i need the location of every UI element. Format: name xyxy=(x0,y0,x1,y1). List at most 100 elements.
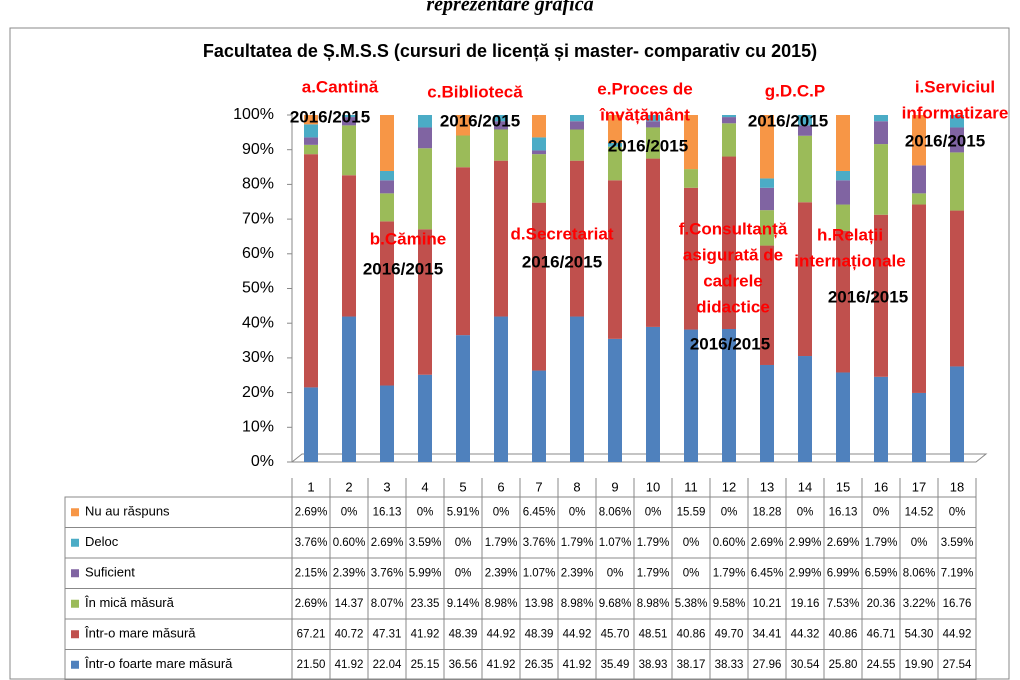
x-tick-label: 4 xyxy=(421,479,428,494)
bar-segment xyxy=(380,385,394,462)
cell: 67.21 xyxy=(297,628,326,640)
annotation: g.D.C.P xyxy=(765,81,825,100)
x-tick-label: 13 xyxy=(760,479,774,494)
cell: 41.92 xyxy=(411,628,440,640)
bar-segment xyxy=(722,328,736,462)
bar-segment xyxy=(494,316,508,462)
annotation: didactice xyxy=(696,297,770,316)
cell: 1.79% xyxy=(637,567,670,579)
legend-swatch xyxy=(71,569,79,578)
y-tick-label: 30% xyxy=(242,349,274,366)
x-tick-label: 18 xyxy=(950,479,964,494)
cell: 2.69% xyxy=(371,537,404,549)
bar-segment xyxy=(304,137,318,145)
bar-segment xyxy=(912,193,926,205)
bar-segment xyxy=(798,125,812,136)
bar-segment xyxy=(608,338,622,462)
bar-segment xyxy=(836,204,850,231)
x-tick-label: 6 xyxy=(497,479,504,494)
cell: 1.79% xyxy=(865,537,898,549)
x-tick-label: 5 xyxy=(459,479,466,494)
y-tick-label: 20% xyxy=(242,384,274,401)
cell: 7.53% xyxy=(827,598,860,610)
cell: 0% xyxy=(949,506,966,518)
bar-segment xyxy=(532,137,546,151)
bar-segment xyxy=(418,115,432,128)
cell: 54.30 xyxy=(905,628,934,640)
cell: 0% xyxy=(911,537,928,549)
cell: 2.69% xyxy=(827,537,860,549)
cell: 22.04 xyxy=(373,659,402,671)
cell: 23.35 xyxy=(411,598,440,610)
bar-segment xyxy=(456,135,470,168)
chart-title: Facultatea de Ș.M.S.S (cursuri de licenț… xyxy=(203,41,817,61)
bar-segment xyxy=(532,150,546,155)
bar-segment xyxy=(646,121,660,128)
cell: 8.98% xyxy=(637,598,670,610)
cell: 2.69% xyxy=(295,598,328,610)
cell: 45.70 xyxy=(601,628,630,640)
cell: 3.22% xyxy=(903,598,936,610)
y-tick-label: 50% xyxy=(242,280,274,297)
annotation: asigurată de xyxy=(683,245,783,264)
bar-segment xyxy=(912,115,926,166)
bar-segment xyxy=(494,160,508,317)
cell: 8.07% xyxy=(371,598,404,610)
bar-segment xyxy=(684,187,698,330)
annotation: învățământ xyxy=(599,105,690,124)
cell: 30.54 xyxy=(791,659,820,671)
x-tick-label: 15 xyxy=(836,479,850,494)
cell: 9.68% xyxy=(599,598,632,610)
cell: 6.45% xyxy=(751,567,784,579)
cell: 9.58% xyxy=(713,598,746,610)
cell: 15.59 xyxy=(677,506,706,518)
x-tick-label: 10 xyxy=(646,479,660,494)
bar-segment xyxy=(684,115,698,170)
cell: 0% xyxy=(721,506,738,518)
cell: 0.60% xyxy=(333,537,366,549)
bar-segment xyxy=(418,127,432,149)
y-tick-label: 100% xyxy=(233,106,274,123)
bar-segment xyxy=(608,115,622,143)
bar-segment xyxy=(760,178,774,188)
legend-label: În mică măsură xyxy=(84,595,175,610)
bar-segment xyxy=(646,115,660,122)
bar-segment xyxy=(722,123,736,157)
cell: 48.51 xyxy=(639,628,668,640)
bar-segment xyxy=(380,193,394,222)
bar-segment xyxy=(418,148,432,230)
cell: 3.76% xyxy=(523,537,556,549)
cell: 48.39 xyxy=(525,628,554,640)
bar-segment xyxy=(684,329,698,462)
cell: 48.39 xyxy=(449,628,478,640)
legend-swatch xyxy=(71,660,79,669)
bar-segment xyxy=(912,204,926,393)
bar-segment xyxy=(722,117,736,124)
bar-segment xyxy=(836,230,850,373)
cell: 0% xyxy=(645,506,662,518)
bar-segment xyxy=(798,356,812,462)
cell: 25.15 xyxy=(411,659,440,671)
cell: 36.56 xyxy=(449,659,478,671)
bar-segment xyxy=(456,115,470,136)
cell: 0% xyxy=(493,506,510,518)
bar-segment xyxy=(570,316,584,462)
annotation: e.Proces de xyxy=(597,79,692,98)
cell: 5.38% xyxy=(675,598,708,610)
bar-segment xyxy=(532,115,546,138)
bar-segment xyxy=(760,210,774,246)
cell: 24.55 xyxy=(867,659,896,671)
cell: 0% xyxy=(683,537,700,549)
bar-segment xyxy=(874,376,888,462)
bar-segment xyxy=(456,167,470,336)
cell: 41.92 xyxy=(487,659,516,671)
x-tick-label: 16 xyxy=(874,479,888,494)
cell: 3.59% xyxy=(409,537,442,549)
cell: 34.41 xyxy=(753,628,782,640)
cell: 27.96 xyxy=(753,659,782,671)
annotation: cadrele xyxy=(703,271,763,290)
cell: 41.92 xyxy=(335,659,364,671)
cell: 6.99% xyxy=(827,567,860,579)
legend-swatch xyxy=(71,508,79,517)
cell: 3.59% xyxy=(941,537,974,549)
